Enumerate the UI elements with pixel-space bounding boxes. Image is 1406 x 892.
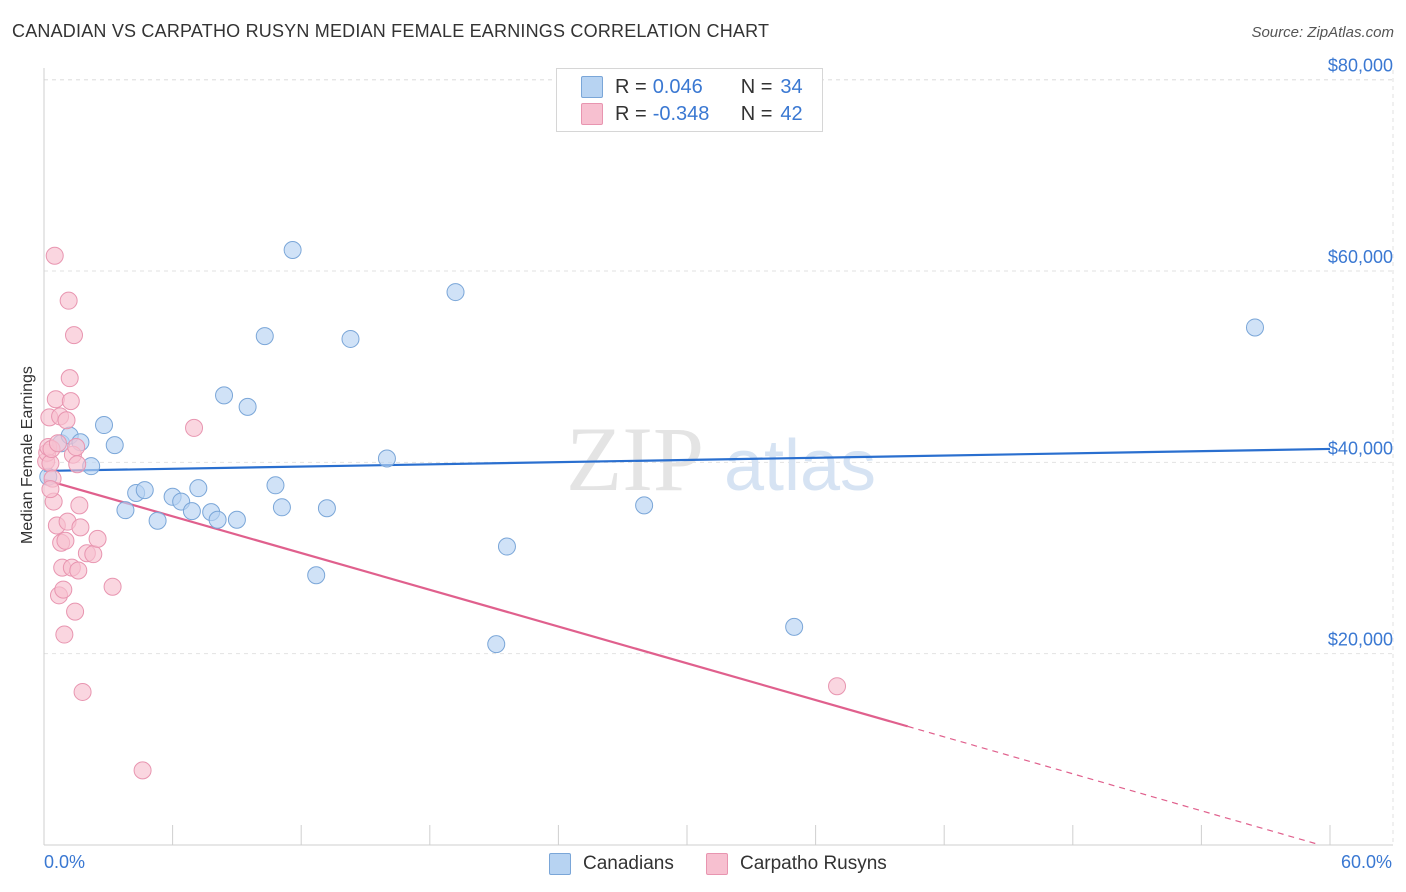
x-tick-label-max: 60.0%	[1340, 852, 1392, 872]
point-carpatho-rusyns	[41, 480, 60, 499]
legend-r-value: -0.348	[652, 102, 710, 125]
point-canadians	[148, 511, 167, 530]
legend-r-label: R =	[615, 75, 647, 98]
bottom-legend-swatch-carpatho-rusyns	[706, 853, 728, 875]
point-canadians	[1245, 318, 1264, 337]
point-carpatho-rusyns	[103, 577, 122, 596]
point-carpatho-rusyns	[61, 392, 80, 411]
point-carpatho-rusyns	[67, 438, 86, 457]
point-carpatho-rusyns	[68, 455, 87, 474]
y-tick-labels: $20,000 $40,000 $60,000 $80,000	[1328, 56, 1393, 650]
legend-n-label: N =	[740, 102, 773, 125]
legend-n-value: 34	[780, 75, 803, 98]
point-carpatho-rusyns	[88, 529, 107, 548]
correlation-legend: R = 0.046 N = 34 R = -0.348 N = 42	[556, 68, 823, 132]
x-tick-label-min: 0.0%	[44, 852, 86, 872]
y-tick-label: $20,000	[1328, 630, 1393, 650]
legend-n-label: N =	[740, 75, 773, 98]
y-tick-label: $40,000	[1328, 438, 1393, 458]
trend-line-carpatho-rusyns-extension	[907, 725, 1318, 845]
point-carpatho-rusyns	[73, 682, 92, 701]
point-canadians	[215, 386, 234, 405]
point-canadians	[135, 481, 154, 500]
legend-r-label: R =	[615, 102, 647, 125]
legend-swatch-carpatho-rusyns	[581, 103, 603, 125]
point-carpatho-rusyns	[54, 580, 73, 599]
point-canadians	[227, 510, 246, 529]
legend-row-carpatho-rusyns: R = -0.348 N = 42	[581, 102, 803, 126]
bottom-legend-label-canadians: Canadians	[583, 853, 674, 874]
bottom-legend-label-carpatho-rusyns: Carpatho Rusyns	[740, 853, 887, 874]
point-carpatho-rusyns	[185, 418, 204, 437]
point-carpatho-rusyns	[59, 291, 78, 310]
axes	[43, 68, 1393, 846]
point-carpatho-rusyns	[56, 531, 75, 550]
point-carpatho-rusyns	[69, 561, 88, 580]
point-canadians	[487, 635, 506, 654]
point-carpatho-rusyns	[828, 677, 847, 696]
point-canadians	[497, 537, 516, 556]
point-canadians	[95, 416, 114, 435]
point-canadians	[283, 240, 302, 259]
point-canadians	[635, 496, 654, 515]
bottom-legend-carpatho-rusyns: Carpatho Rusyns	[706, 851, 887, 877]
point-canadians	[307, 566, 326, 585]
point-carpatho-rusyns	[70, 496, 89, 515]
point-carpatho-rusyns	[45, 246, 64, 265]
point-canadians	[182, 502, 201, 521]
trend-line-canadians	[43, 447, 1331, 473]
legend-row-canadians: R = 0.046 N = 34	[581, 75, 803, 99]
watermark-atlas: atlas	[724, 426, 876, 506]
point-canadians	[341, 329, 360, 348]
point-carpatho-rusyns	[57, 411, 76, 430]
point-carpatho-rusyns	[65, 326, 84, 345]
legend-swatch-canadians	[581, 76, 603, 98]
data-points	[37, 240, 1264, 780]
point-carpatho-rusyns	[84, 545, 103, 564]
bottom-legend-canadians: Canadians	[549, 851, 674, 877]
point-carpatho-rusyns	[48, 434, 67, 453]
point-carpatho-rusyns	[55, 625, 74, 644]
point-canadians	[116, 501, 135, 520]
trend-line-carpatho-rusyns	[43, 478, 909, 728]
point-carpatho-rusyns	[66, 602, 85, 621]
point-carpatho-rusyns	[71, 518, 90, 537]
legend-n-value: 42	[780, 102, 803, 125]
trend-lines	[43, 447, 1331, 845]
point-canadians	[266, 476, 285, 495]
point-canadians	[785, 617, 804, 636]
point-carpatho-rusyns	[46, 390, 65, 409]
chart-title: CANADIAN VS CARPATHO RUSYN MEDIAN FEMALE…	[12, 21, 770, 41]
point-canadians	[317, 499, 336, 518]
source-label: Source: ZipAtlas.com	[1251, 24, 1394, 41]
grid-lines	[44, 70, 1394, 845]
point-canadians	[208, 510, 227, 529]
point-canadians	[377, 449, 396, 468]
y-tick-label: $60,000	[1328, 247, 1393, 267]
point-carpatho-rusyns	[133, 761, 152, 780]
point-canadians	[189, 479, 208, 498]
point-canadians	[105, 436, 124, 455]
point-canadians	[272, 498, 291, 517]
point-canadians	[238, 397, 257, 416]
y-tick-label: $80,000	[1328, 56, 1393, 76]
point-carpatho-rusyns	[60, 369, 79, 388]
bottom-legend-swatch-canadians	[549, 853, 571, 875]
point-canadians	[446, 283, 465, 302]
legend-r-value: 0.046	[652, 75, 703, 98]
point-canadians	[255, 327, 274, 346]
